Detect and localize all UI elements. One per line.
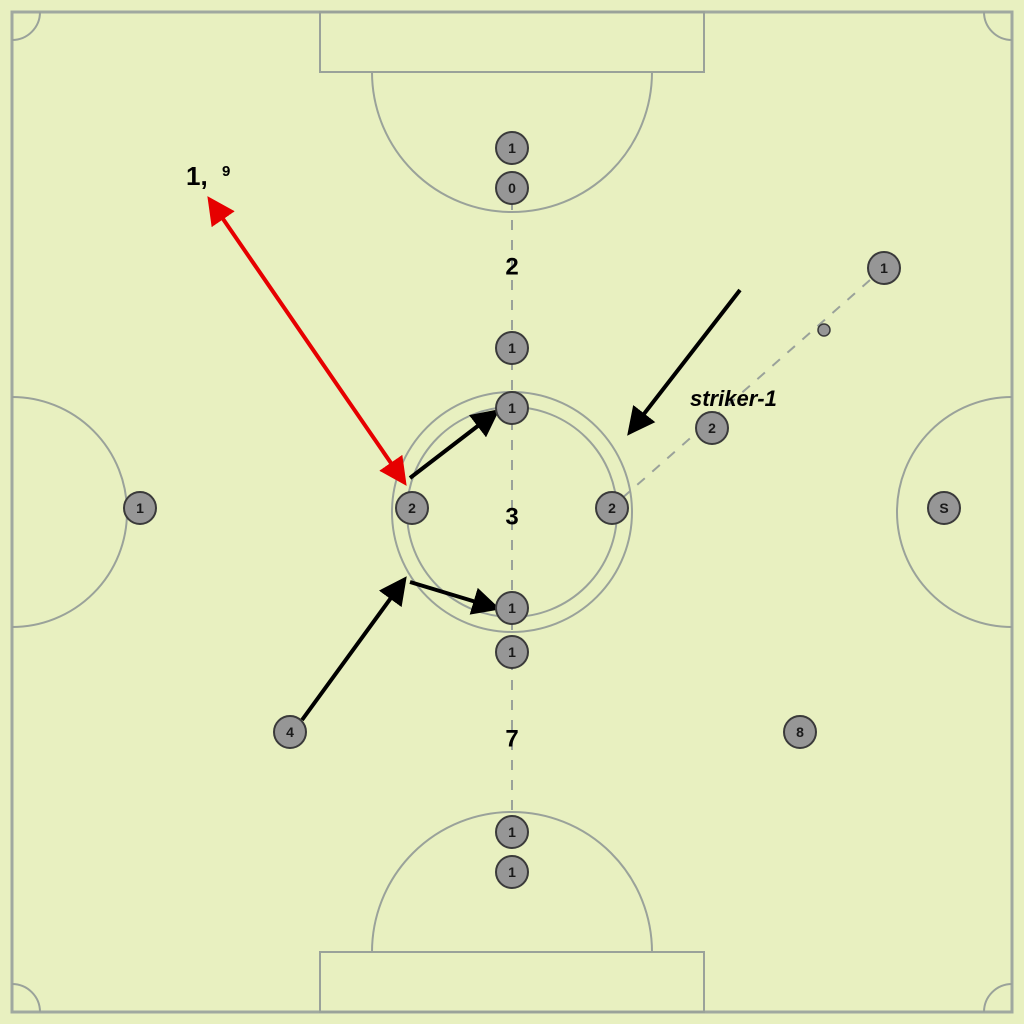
player-marker: S: [928, 492, 960, 524]
player-marker: 1: [496, 392, 528, 424]
player-marker: 2: [396, 492, 428, 524]
svg-text:1: 1: [136, 500, 144, 516]
field-label: 1,: [186, 161, 208, 191]
player-marker: 1: [496, 636, 528, 668]
player-marker: 4: [274, 716, 306, 748]
field-label: 9: [222, 163, 230, 180]
tactics-diagram: 1 0 1 1 2 2 1 1 1 1 1 S 1 2 4 8 2 3 7 striker-1 1, 9: [0, 0, 1024, 1024]
player-marker: 2: [596, 492, 628, 524]
svg-text:1: 1: [508, 644, 516, 660]
player-marker: 1: [496, 816, 528, 848]
player-marker: 8: [784, 716, 816, 748]
svg-text:2: 2: [708, 420, 716, 436]
svg-text:0: 0: [508, 180, 516, 196]
player-marker: 0: [496, 172, 528, 204]
svg-text:S: S: [939, 500, 948, 516]
svg-text:1: 1: [508, 864, 516, 880]
field-label: 7: [505, 725, 518, 752]
svg-text:4: 4: [286, 724, 294, 740]
field-label: 2: [505, 253, 518, 280]
svg-text:1: 1: [880, 260, 888, 276]
svg-text:2: 2: [608, 500, 616, 516]
field-label: 3: [505, 503, 518, 530]
player-marker: 2: [696, 412, 728, 444]
svg-text:8: 8: [796, 724, 804, 740]
svg-text:1: 1: [508, 824, 516, 840]
svg-text:1: 1: [508, 140, 516, 156]
player-marker: 1: [496, 592, 528, 624]
svg-text:1: 1: [508, 340, 516, 356]
svg-text:2: 2: [408, 500, 416, 516]
player-marker: 1: [496, 856, 528, 888]
svg-text:1: 1: [508, 600, 516, 616]
player-marker: 1: [868, 252, 900, 284]
player-marker: 1: [496, 132, 528, 164]
field-label: striker-1: [690, 386, 777, 411]
svg-text:1: 1: [508, 400, 516, 416]
player-marker: 1: [124, 492, 156, 524]
player-marker: 1: [496, 332, 528, 364]
